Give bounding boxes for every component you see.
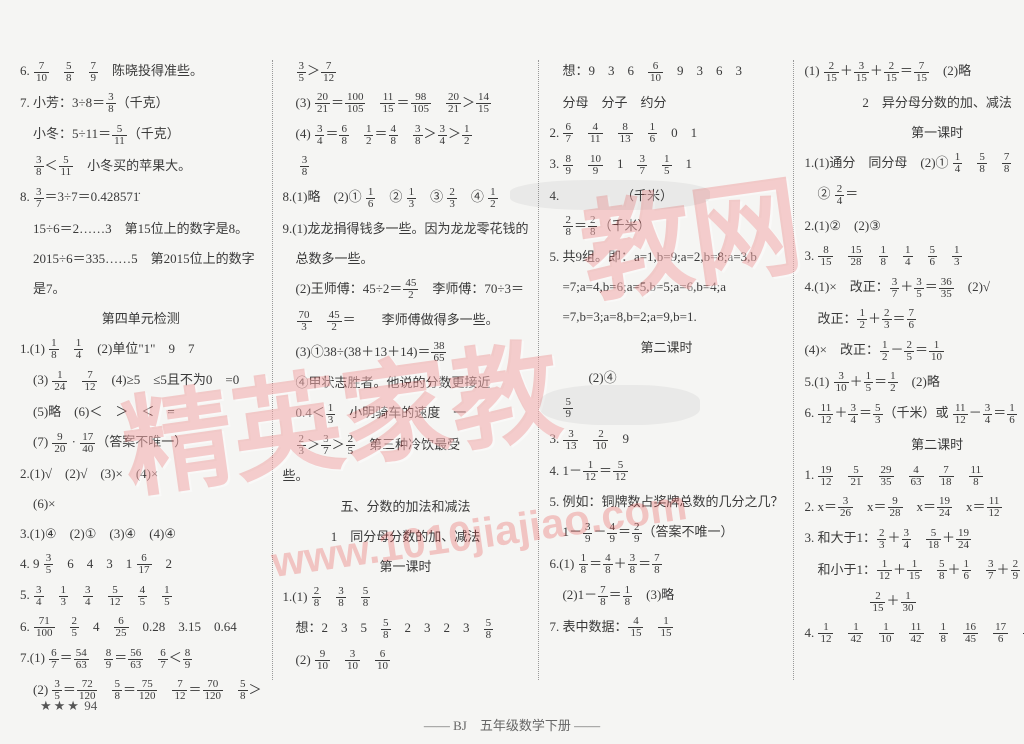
text-line: 2. x＝326 x＝928 x＝1924 x＝1112 (804, 496, 1024, 520)
text-line: 215＋130 (804, 590, 1024, 614)
text-line: 1.(1) 18 14 (2)单位"1" 9 7 (20, 338, 262, 362)
text-line: 是7。 (20, 278, 262, 300)
text-line: 5.(1) 310＋15＝12 (2)略 (804, 371, 1024, 395)
text-line: =7;a=4,b=6;a=5,b=5;a=6,b=4;a (549, 276, 783, 298)
text-line: 第二课时 (804, 434, 1024, 456)
text-line: 第四单元检测 (20, 308, 262, 330)
text-line: 5. 共9组。即：a=1,b=9;a=2,b=8;a=3,b (549, 246, 783, 268)
text-line: 2. 67 411 813 16 0 1 (549, 122, 783, 146)
page-num-text: 94 (84, 698, 97, 713)
text-line: 小冬：5÷11＝511（千克） (20, 123, 262, 147)
footer-label: BJ 五年级数学下册 (453, 718, 571, 733)
text-line: 五、分数的加法和减法 (283, 496, 529, 518)
text-line: 5. 例如：铜牌数占奖牌总数的几分之几？ (549, 491, 783, 513)
text-line: 想：2 3 5 58 2 3 2 3 58 (283, 617, 529, 641)
text-line: 改正：12＋23＝76 (804, 308, 1024, 332)
text-line: 3. 89 109 1 37 15 1 (549, 153, 783, 177)
text-line: 2.(1)② (2)③ (804, 215, 1024, 237)
text-line: 些。 (283, 465, 529, 487)
text-line: (3) 2021＝100105 1115＝98105 2021＞1415 (283, 92, 529, 116)
col-divider-1 (272, 60, 273, 680)
column-3: 想：9 3 6 610 9 3 6 3 分母 分子 约分 2. 67 411 81… (549, 60, 783, 702)
text-line: 1 同分母分数的加、减法 (283, 526, 529, 548)
footer-text: —— BJ 五年级数学下册 —— (0, 715, 1024, 734)
text-line: 分母 分子 约分 (549, 92, 783, 114)
text-line: 6.(1) 18＝48＋38＝78 (549, 553, 783, 577)
column-1: 6. 710 58 79 陈晓投得准些。 7. 小芳：3÷8＝38（千克） 小冬：… (20, 60, 262, 702)
text-line: 703 452＝ 李师傅做得多一些。 (283, 309, 529, 333)
text-line: (2) 910 310 610 (283, 649, 529, 673)
text-line: 4. 9 35 6 4 3 1 617 2 (20, 553, 262, 577)
text-line: (3) 124 712 (4)≥5 ≤5且不为0 =0 (20, 369, 262, 393)
col-divider-2 (538, 60, 539, 680)
page-content: 6. 710 58 79 陈晓投得准些。 7. 小芳：3÷8＝38（千克） 小冬：… (0, 0, 1024, 712)
text-line: (2)1－78＝18 (3)略 (549, 584, 783, 608)
text-line: 0.4＜13 小明骑车的速度 一 (283, 402, 529, 426)
text-line: (5)略 (6)＜ ＞ ＜ = (20, 401, 262, 423)
text-line: 3.(1)④ (2)① (3)④ (4)④ (20, 523, 262, 545)
col-divider-3 (793, 60, 794, 680)
text-line: 2015÷6＝335……5 第2015位上的数字 (20, 248, 262, 270)
text-line: 6. 71100 25 4 625 0.28 3.15 0.64 (20, 616, 262, 640)
text-line: (6)× (20, 493, 262, 515)
text-line: 1.(1)通分 同分母 (2)① 14 58 78 (804, 152, 1024, 176)
text-line: (4)× 改正：12－25＝110 (804, 339, 1024, 363)
text-line: (1) 215＋315＋215＝715 (2)略 (804, 60, 1024, 84)
text-line: 8.(1)略 (2)① 16 ② 13 ③ 23 ④ 12 (283, 186, 529, 210)
text-line: 7. 小芳：3÷8＝38（千克） (20, 92, 262, 116)
text-line: 4. 1－112＝512 (549, 460, 783, 484)
text-line: 4.(1)× 改正：37＋35＝3635 (2)√ (804, 276, 1024, 300)
text-line: ④甲状志胜者。他说的分数更接近 (283, 372, 529, 394)
text-line: 23＞37＞25 第三种冷饮最受 (283, 434, 529, 458)
text-line: 6. 710 58 79 陈晓投得准些。 (20, 60, 262, 84)
text-line: 3. 313 210 9 (549, 428, 783, 452)
smudge-1 (510, 180, 710, 210)
text-line: (2)王师傅：45÷2＝452 李师傅：70÷3＝ (283, 278, 529, 302)
text-line: 38 (283, 155, 529, 179)
text-line: 第二课时 (549, 337, 783, 359)
text-line: 总数多一些。 (283, 248, 529, 270)
column-2: 35＞712 (3) 2021＝100105 1115＝98105 2021＞1… (283, 60, 529, 702)
text-line: 2.(1)√ (2)√ (3)× (4)× (20, 463, 262, 485)
text-line: 3. 和大于1：23＋34 518＋1924 (804, 527, 1024, 551)
text-line: 和小于1：112＋115 58＋16 37＋29 (804, 559, 1024, 583)
text-line: (7) 920 · 1740（答案不唯一） (20, 431, 262, 455)
text-line: (3)①38÷(38＋13＋14)＝3865 (283, 341, 529, 365)
text-line: ② 24＝ (804, 183, 1024, 207)
text-line: 38＜511 小冬买的苹果大。 (20, 155, 262, 179)
text-line: 第一课时 (804, 122, 1024, 144)
text-line: 1.(1) 28 38 58 (283, 586, 529, 610)
text-line: =7,b=3;a=8,b=2;a=9,b=1. (549, 306, 783, 328)
text-line: 第一课时 (283, 556, 529, 578)
text-line: 7.(1) 67＝5463 89＝5663 67＜89 (20, 647, 262, 671)
text-line: 1－39－49＝29（答案不唯一） (549, 521, 783, 545)
text-line: 7. 表中数据：415 115 (549, 616, 783, 640)
text-line: 想：9 3 6 610 9 3 6 3 (549, 60, 783, 84)
text-line: 4. 112 142 110 1142 18 1645 176 1990 (804, 622, 1024, 646)
text-line: 2 异分母分数的加、减法 (804, 92, 1024, 114)
page-number: ★★★ 94 (40, 698, 97, 714)
column-4: (1) 215＋315＋215＝715 (2)略 2 异分母分数的加、减法第一课时… (804, 60, 1024, 702)
smudge-2 (540, 385, 700, 425)
text-line: 1. 1912 521 2935 463 718 118 (804, 464, 1024, 488)
text-line: 15÷6＝2……3 第15位上的数字是8。 (20, 218, 262, 240)
text-line: (4) 34＝68 12＝48 38＞34＞12 (283, 123, 529, 147)
star-rating: ★★★ (40, 698, 81, 713)
text-line: 28＝28（千米） (549, 215, 783, 239)
text-line: 8. 37＝3÷7＝0.428571̇ (20, 186, 262, 210)
text-line: 3. 815 1528 18 14 56 13 (804, 245, 1024, 269)
text-line: 6. 1112＋34＝53（千米）或 1112－34＝16（千米） (804, 402, 1024, 426)
text-line: 9.(1)龙龙捐得钱多一些。因为龙龙零花钱的 (283, 218, 529, 240)
text-line: 35＞712 (283, 60, 529, 84)
text-line: 5. 34 13 34 512 45 15 (20, 584, 262, 608)
